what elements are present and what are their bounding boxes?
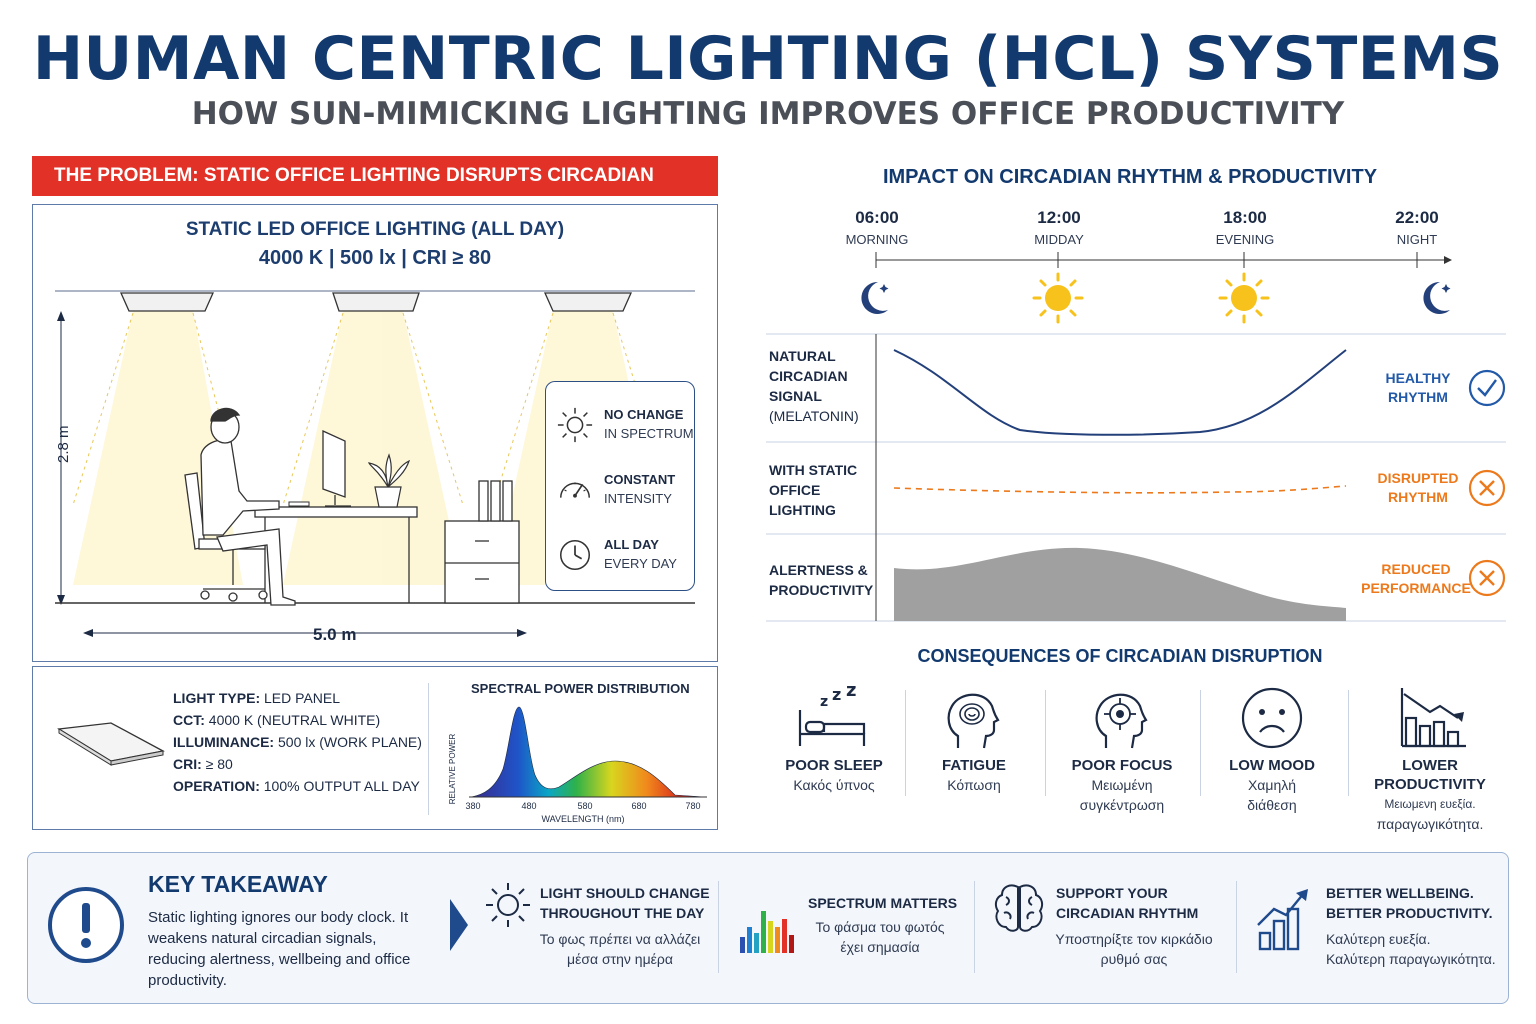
alertness-area bbox=[894, 547, 1346, 621]
row-label-natural: NATURAL CIRCADIAN SIGNAL (MELATONIN) bbox=[769, 348, 859, 424]
spd-tick: 680 bbox=[631, 801, 646, 811]
room-width-label: 5.0 m bbox=[313, 625, 357, 644]
feature-no-change: NO CHANGE IN SPECTRUM bbox=[546, 402, 694, 462]
clock-icon bbox=[559, 539, 591, 571]
seated-person bbox=[184, 407, 296, 606]
room-illustration-panel: STATIC LED OFFICE LIGHTING (ALL DAY) 400… bbox=[32, 204, 718, 662]
row-label-static: WITH STATIC OFFICE LIGHTING bbox=[769, 462, 858, 518]
page-subtitle: HOW SUN-MIMICKING LIGHTING IMPROVES OFFI… bbox=[191, 96, 1345, 132]
divider bbox=[718, 881, 719, 973]
divider bbox=[974, 881, 975, 973]
spd-title: SPECTRAL POWER DISTRIBUTION bbox=[471, 681, 690, 696]
spec-light-type: LIGHT TYPE: LED PANEL bbox=[173, 690, 341, 706]
time-evening: 18:00 EVENING bbox=[1215, 208, 1275, 247]
spd-tick: 480 bbox=[521, 801, 536, 811]
row-label-alertness: ALERTNESS & PRODUCTIVITY bbox=[769, 562, 874, 598]
consequences-title: CONSEQUENCES OF CIRCADIAN DISRUPTION bbox=[917, 646, 1323, 666]
spectrum-bars-icon bbox=[740, 911, 794, 953]
feature-line2: INTENSITY bbox=[604, 491, 672, 506]
spd-tick: 380 bbox=[465, 801, 480, 811]
computer-monitor bbox=[322, 429, 351, 507]
static-features-box: NO CHANGE IN SPECTRUM CONSTANT INTENSITY… bbox=[545, 381, 695, 591]
consequence-low-mood: LOW MOOD Χαμηλή διάθεση bbox=[1202, 686, 1342, 815]
svg-text:z: z bbox=[832, 686, 841, 704]
moon-icon bbox=[861, 281, 889, 314]
impact-title: IMPACT ON CIRCADIAN RHYTHM & PRODUCTIVIT… bbox=[882, 166, 1378, 188]
natural-circadian-curve bbox=[893, 349, 1347, 436]
ceiling-led-panels bbox=[119, 292, 633, 312]
divider bbox=[1236, 881, 1237, 973]
room-height-label: 2.8 m bbox=[55, 425, 72, 463]
consequence-poor-focus: POOR FOCUS Μειωμένη συγκέντρωση bbox=[1052, 686, 1192, 815]
feature-line1: NO CHANGE bbox=[604, 407, 684, 422]
feature-line2: EVERY DAY bbox=[604, 556, 677, 571]
sad-face-icon bbox=[1241, 687, 1303, 749]
page-title: HUMAN CENTRIC LIGHTING (HCL) SYSTEMS bbox=[32, 24, 1504, 94]
problem-banner: THE PROBLEM: STATIC OFFICE LIGHTING DISR… bbox=[32, 156, 718, 226]
filing-cabinet bbox=[444, 480, 520, 604]
feature-line1: ALL DAY bbox=[604, 537, 659, 552]
head-target-icon bbox=[1095, 693, 1148, 749]
divider bbox=[1348, 690, 1349, 796]
status-reduced: REDUCED PERFORMANCE bbox=[1361, 561, 1471, 596]
led-panel-icon bbox=[57, 722, 165, 766]
x-circle-icon bbox=[1468, 559, 1506, 597]
growth-chart-icon bbox=[1257, 889, 1308, 951]
room-specs: 4000 K | 500 lx | CRI ≥ 80 bbox=[258, 247, 492, 269]
status-disrupted: DISRUPTED RHYTHM bbox=[1377, 470, 1459, 505]
takeaway-text: Static lighting ignores our body clock. … bbox=[148, 909, 411, 989]
sun-icon bbox=[1032, 272, 1084, 324]
status-healthy: HEALTHY RHYTHM bbox=[1385, 370, 1451, 405]
svg-text:z: z bbox=[820, 694, 828, 710]
sun-icon bbox=[1218, 272, 1270, 324]
chevron-right-icon bbox=[450, 899, 468, 951]
takeaway-title: KEY TAKEAWAY bbox=[148, 871, 328, 897]
declining-chart-icon bbox=[1400, 688, 1466, 748]
spec-cct: CCT: 4000 K (NEUTRAL WHITE) bbox=[173, 712, 381, 728]
spd-tick: 580 bbox=[577, 801, 592, 811]
sun-icon bbox=[486, 883, 530, 927]
time-midday: 12:00 MIDDAY bbox=[1034, 208, 1084, 247]
spec-illuminance: ILLUMINANCE: 500 lx (WORK PLANE) bbox=[173, 734, 422, 750]
divider bbox=[428, 683, 429, 815]
brain-icon bbox=[994, 884, 1044, 932]
key-takeaway-panel: KEY TAKEAWAY Static lighting ignores our… bbox=[27, 852, 1509, 1004]
consequence-lower-productivity: LOWER PRODUCTIVITY Μειωμενη ευεξία. παρα… bbox=[1356, 686, 1504, 834]
sun-icon bbox=[557, 407, 593, 443]
spectral-power-chart: RELATIVE POWER 380 480 580 680 780 WAVEL… bbox=[448, 706, 707, 824]
static-lighting-curve bbox=[893, 485, 1347, 494]
bed-icon: z z z bbox=[798, 686, 866, 746]
light-specs-panel: LIGHT TYPE: LED PANEL CCT: 4000 K (NEUTR… bbox=[32, 666, 718, 830]
gauge-icon bbox=[559, 482, 591, 498]
spd-tick: 780 bbox=[685, 801, 700, 811]
divider bbox=[1200, 690, 1201, 796]
feature-all-day: ALL DAY EVERY DAY bbox=[546, 532, 694, 592]
divider bbox=[1045, 690, 1046, 796]
moon-icon bbox=[1423, 281, 1451, 314]
feature-constant-intensity: CONSTANT INTENSITY bbox=[546, 467, 694, 527]
spd-ylabel: RELATIVE POWER bbox=[448, 734, 457, 805]
spd-xlabel: WAVELENGTH (nm) bbox=[541, 814, 624, 824]
consequence-poor-sleep: z z z POOR SLEEP Κακός ύπνος bbox=[764, 686, 904, 795]
plant bbox=[367, 453, 411, 508]
check-circle-icon bbox=[1468, 369, 1506, 407]
room-title: STATIC LED OFFICE LIGHTING (ALL DAY) bbox=[185, 219, 565, 240]
feature-line2: IN SPECTRUM bbox=[604, 426, 694, 441]
spec-cri: CRI: ≥ 80 bbox=[173, 756, 233, 772]
consequence-fatigue: FATIGUE Κόπωση bbox=[904, 686, 1044, 795]
spec-list: LIGHT TYPE: LED PANEL CCT: 4000 K (NEUTR… bbox=[173, 687, 422, 797]
exclamation-icon bbox=[48, 887, 124, 963]
svg-text:z: z bbox=[846, 686, 856, 701]
circadian-timeline-chart bbox=[766, 252, 1506, 622]
office-room-illustration bbox=[55, 290, 695, 637]
divider bbox=[905, 690, 906, 796]
time-morning: 06:00 MORNING bbox=[845, 208, 909, 247]
x-circle-icon bbox=[1468, 469, 1506, 507]
spec-operation: OPERATION: 100% OUTPUT ALL DAY bbox=[173, 778, 420, 794]
time-night: 22:00 NIGHT bbox=[1395, 208, 1439, 247]
feature-line1: CONSTANT bbox=[604, 472, 676, 487]
head-spiral-icon bbox=[947, 693, 1000, 749]
